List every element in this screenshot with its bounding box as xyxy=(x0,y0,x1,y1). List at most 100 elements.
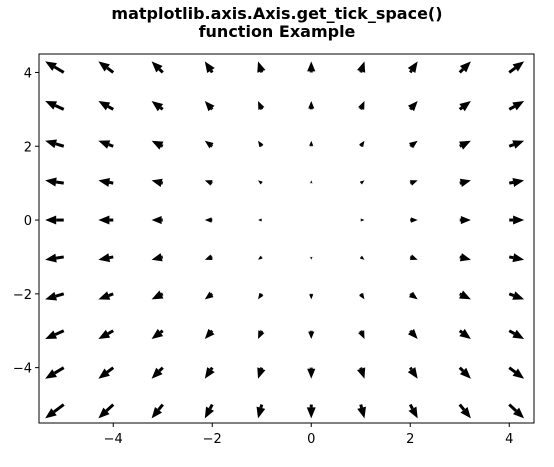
quiver-arrow-1-3 xyxy=(358,101,365,110)
quiver-arrow--1-3 xyxy=(258,101,265,110)
quiver-arrow--4--2 xyxy=(98,291,114,300)
quiver-arrow-2-4 xyxy=(407,61,418,74)
quiver-arrow-1-4 xyxy=(357,61,366,73)
quiver-arrow--1--2 xyxy=(258,293,264,300)
quiver-arrow--4--3 xyxy=(98,329,114,340)
quiver-arrow--5--3 xyxy=(45,329,65,340)
quiver-arrow-3--1 xyxy=(459,253,471,262)
quiver-arrow-3--2 xyxy=(459,290,471,300)
quiver-arrow-0--1 xyxy=(309,256,313,260)
x-axis: −4 −2 0 2 4 xyxy=(104,423,513,447)
quiver-arrow-3-1 xyxy=(459,178,471,187)
y-tick-label: 4 xyxy=(24,66,32,81)
quiver-arrow-2-1 xyxy=(409,180,418,186)
quiver-arrow--3-3 xyxy=(151,101,164,112)
quiver-arrow--2--4 xyxy=(204,366,215,379)
quiver-arrow--3--2 xyxy=(151,290,164,300)
quiver-arrow--3-2 xyxy=(151,140,164,150)
quiver-arrow--2-4 xyxy=(204,61,215,74)
quiver-arrow-2-3 xyxy=(407,101,418,112)
quiver-arrow--1-0 xyxy=(258,218,262,222)
quiver-arrow--3--4 xyxy=(151,366,164,379)
quiver-arrow-2--3 xyxy=(407,328,418,340)
quiver-arrow-4--2 xyxy=(508,291,525,300)
quiver-arrow-2-0 xyxy=(410,217,418,223)
quiver-arrow-3-3 xyxy=(458,101,471,112)
quiver-arrow-0--3 xyxy=(308,330,315,340)
x-tick-label: −2 xyxy=(203,432,222,447)
quiver-arrow-1--3 xyxy=(358,330,365,340)
quiver-arrow-0-1 xyxy=(309,180,313,184)
quiver-arrow-1--2 xyxy=(359,293,365,300)
quiver-arrow--5-3 xyxy=(45,101,65,111)
quiver-arrow--4-4 xyxy=(98,61,115,74)
quiver-arrow-4--1 xyxy=(508,253,525,263)
quiver-arrow--3--5 xyxy=(151,403,164,419)
quiver-arrow--4--4 xyxy=(98,366,115,379)
quiver-arrow--2--3 xyxy=(204,328,215,340)
quiver-arrow--2-2 xyxy=(204,140,214,149)
quiver-arrow-1-1 xyxy=(359,180,365,185)
quiver-arrow-0--4 xyxy=(307,367,316,379)
quiver-arrow--2--5 xyxy=(204,403,214,419)
quiver-arrow-4--5 xyxy=(508,403,525,419)
quiver-arrow-2--5 xyxy=(408,403,418,419)
quiver-arrow-3-0 xyxy=(459,215,471,225)
quiver-arrow-4--4 xyxy=(508,366,525,379)
y-tick-label: 0 xyxy=(24,214,32,229)
quiver-arrow--5--1 xyxy=(45,253,64,263)
quiver-arrow-3-2 xyxy=(459,140,471,150)
x-tick-label: 0 xyxy=(307,432,315,447)
quiver-arrow--4-3 xyxy=(98,101,114,111)
y-tick-label: −4 xyxy=(13,362,32,377)
quiver-arrow--3--1 xyxy=(151,253,164,262)
quiver-arrow--2-1 xyxy=(204,180,213,186)
quiver-arrow--2--2 xyxy=(204,291,214,300)
quiver-arrow-2-2 xyxy=(408,140,418,149)
quiver-arrow-0--5 xyxy=(306,404,316,419)
quiver-arrow--5--2 xyxy=(45,291,65,301)
quiver-arrow-4--3 xyxy=(508,329,525,340)
quiver-arrow-4-0 xyxy=(509,215,525,225)
quiver-arrow-4-4 xyxy=(508,61,525,74)
quiver-arrow-1--1 xyxy=(359,255,365,260)
quiver-arrow-0-3 xyxy=(308,101,315,110)
plot-frame xyxy=(38,53,535,424)
quiver-arrow-2--2 xyxy=(408,291,418,300)
quiver-arrow--4-0 xyxy=(98,215,114,225)
quiver-arrow--5-4 xyxy=(45,61,65,74)
quiver-arrow-1--5 xyxy=(357,404,366,419)
quiver-arrow--3-1 xyxy=(151,178,164,187)
quiver-arrow--1-2 xyxy=(258,140,264,148)
quiver-arrow--5--5 xyxy=(45,403,65,419)
quiver-arrow-3-4 xyxy=(458,61,471,74)
quiver-arrow--4--1 xyxy=(98,253,114,263)
y-tick-label: −2 xyxy=(13,288,32,303)
quiver-arrow--3-4 xyxy=(151,61,164,74)
x-tick-label: 4 xyxy=(505,432,513,447)
chart-title-line-2: function Example xyxy=(199,22,356,41)
quiver-arrow-0-4 xyxy=(307,61,316,73)
quiver-arrow-3--5 xyxy=(458,403,471,419)
x-tick-label: 2 xyxy=(406,432,414,447)
quiver-arrow--5-1 xyxy=(45,177,64,187)
quiver-arrow--4-2 xyxy=(98,140,114,149)
quiver-arrow--2--1 xyxy=(204,254,213,260)
quiver-arrow--1--1 xyxy=(258,255,263,260)
chart-title-line-1: matplotlib.axis.Axis.get_tick_space() xyxy=(111,4,442,23)
quiver-arrow--1--5 xyxy=(256,404,266,419)
quiver-arrow--2-0 xyxy=(204,217,213,223)
quiver-arrow-4-2 xyxy=(508,140,525,149)
quiver-arrow-1-2 xyxy=(359,140,365,148)
y-tick-label: 2 xyxy=(24,140,32,155)
quiver-arrow-3--3 xyxy=(458,328,471,340)
arrows-layer xyxy=(45,61,525,419)
quiver-arrow--1-4 xyxy=(257,61,266,73)
quiver-arrow-0-2 xyxy=(309,140,314,147)
quiver-arrow-2--4 xyxy=(407,366,418,379)
quiver-arrow-0--2 xyxy=(309,293,314,300)
quiver-arrow-4-1 xyxy=(508,177,525,187)
y-axis: −4 −2 0 2 4 xyxy=(13,66,39,377)
